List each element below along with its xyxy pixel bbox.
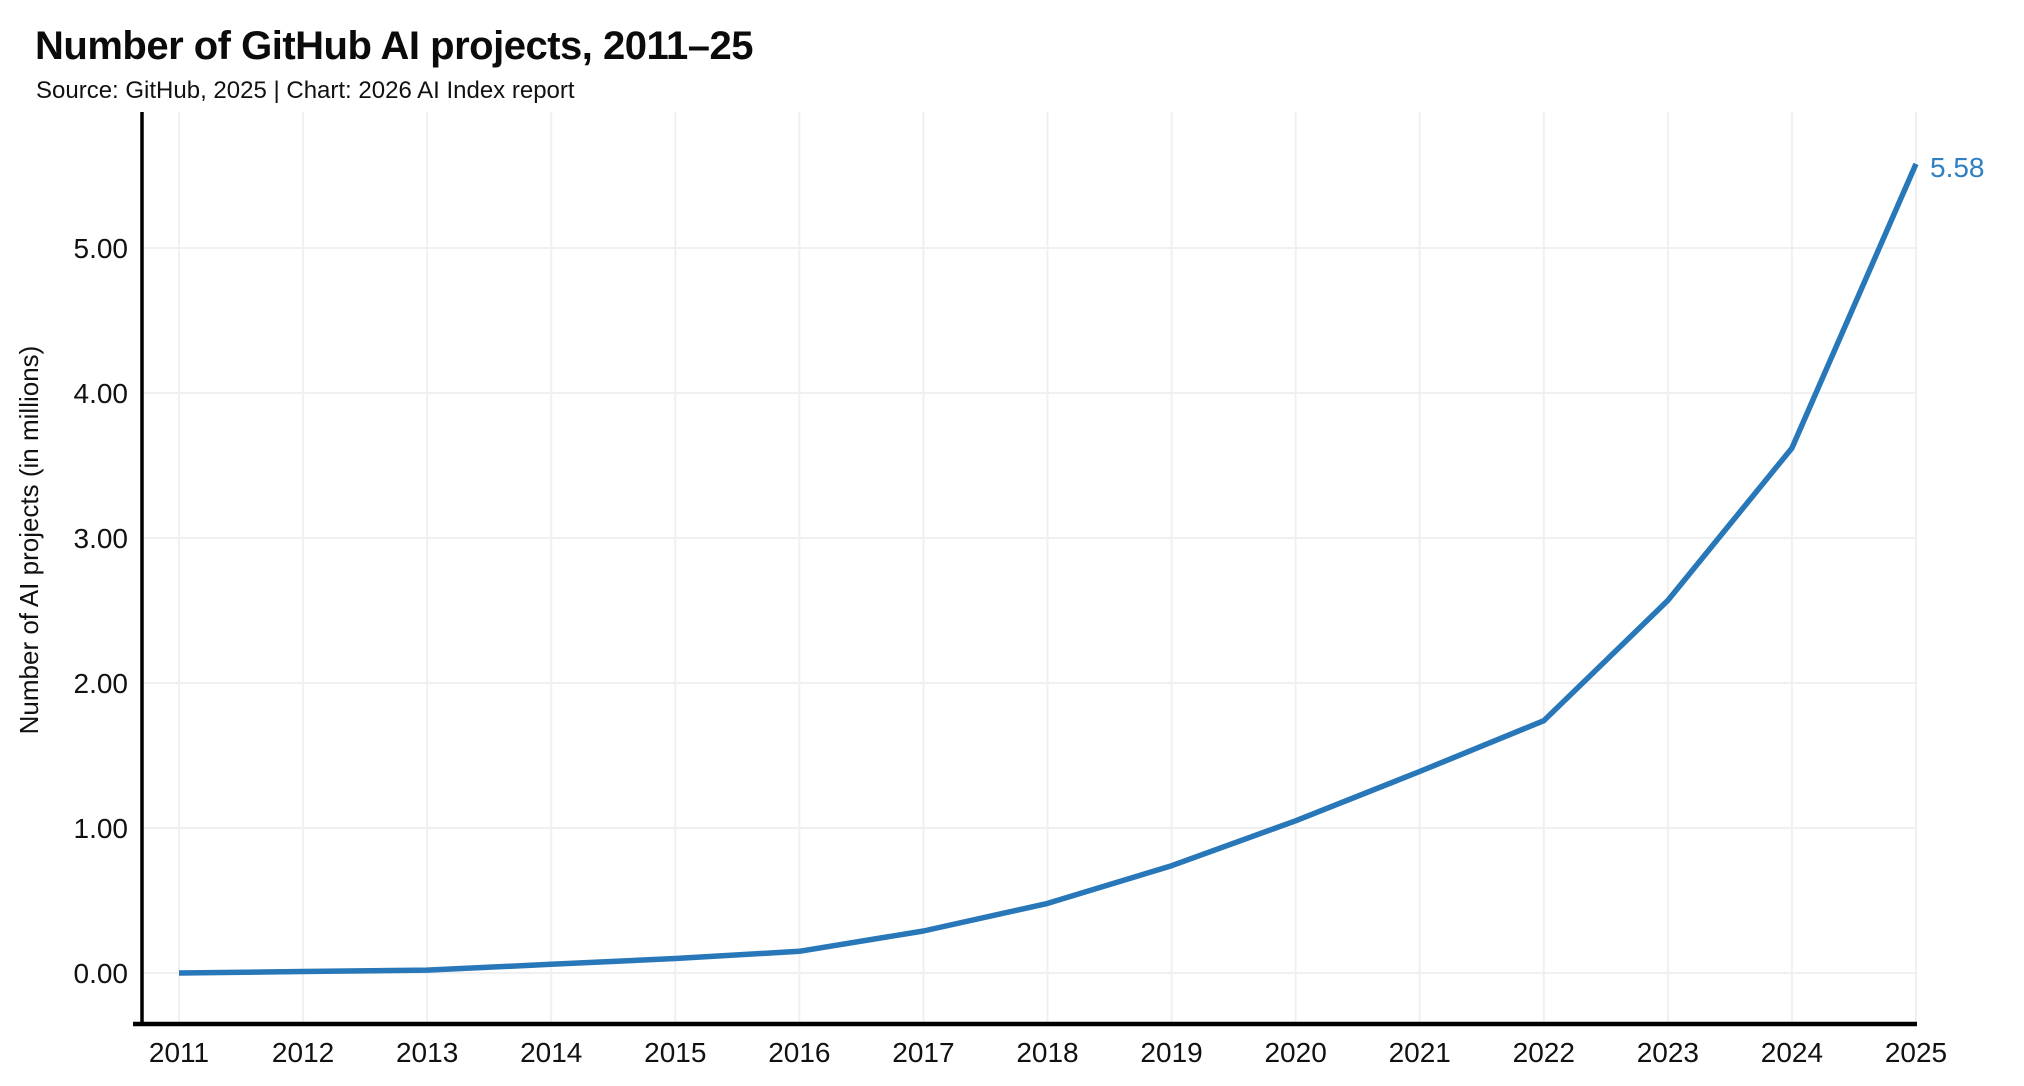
series-line [178, 162, 1919, 976]
y-tick-label: 5.00 [74, 233, 129, 264]
data-point-label: 5.58 [1930, 152, 1985, 183]
chart-title: Number of GitHub AI projects, 2011–25 [35, 24, 754, 68]
chart-source-note: Source: GitHub, 2025 | Chart: 2026 AI In… [36, 77, 575, 104]
vertical-gridlines [178, 112, 1917, 1022]
x-tick-label: 2014 [520, 1037, 582, 1068]
x-tick-label: 2012 [272, 1037, 334, 1068]
x-tick-label: 2019 [1140, 1037, 1202, 1068]
y-axis-title: Number of AI projects (in millions) [14, 346, 44, 735]
horizontal-gridlines [143, 247, 1917, 974]
y-tick-label: 4.00 [74, 378, 129, 409]
x-tick-label: 2024 [1761, 1037, 1823, 1068]
x-tick-label: 2022 [1513, 1037, 1575, 1068]
x-tick-label: 2023 [1637, 1037, 1699, 1068]
x-tick-label: 2015 [644, 1037, 706, 1068]
x-tick-label: 2018 [1016, 1037, 1078, 1068]
y-tick-label: 1.00 [74, 813, 129, 844]
y-tick-label: 0.00 [74, 958, 129, 989]
y-axis-tick-labels: 0.00 1.00 2.00 3.00 4.00 5.00 [74, 233, 129, 989]
x-tick-label: 2020 [1264, 1037, 1326, 1068]
x-tick-label: 2017 [892, 1037, 954, 1068]
x-axis-tick-labels: 2011 2012 2013 2014 2015 2016 2017 2018 2019 2020… [149, 1037, 1947, 1068]
y-tick-label: 3.00 [74, 523, 129, 554]
x-tick-label: 2025 [1885, 1037, 1947, 1068]
x-tick-label: 2021 [1389, 1037, 1451, 1068]
y-tick-label: 2.00 [74, 668, 129, 699]
x-tick-label: 2016 [768, 1037, 830, 1068]
x-tick-label: 2013 [396, 1037, 458, 1068]
x-tick-label: 2011 [149, 1037, 209, 1068]
